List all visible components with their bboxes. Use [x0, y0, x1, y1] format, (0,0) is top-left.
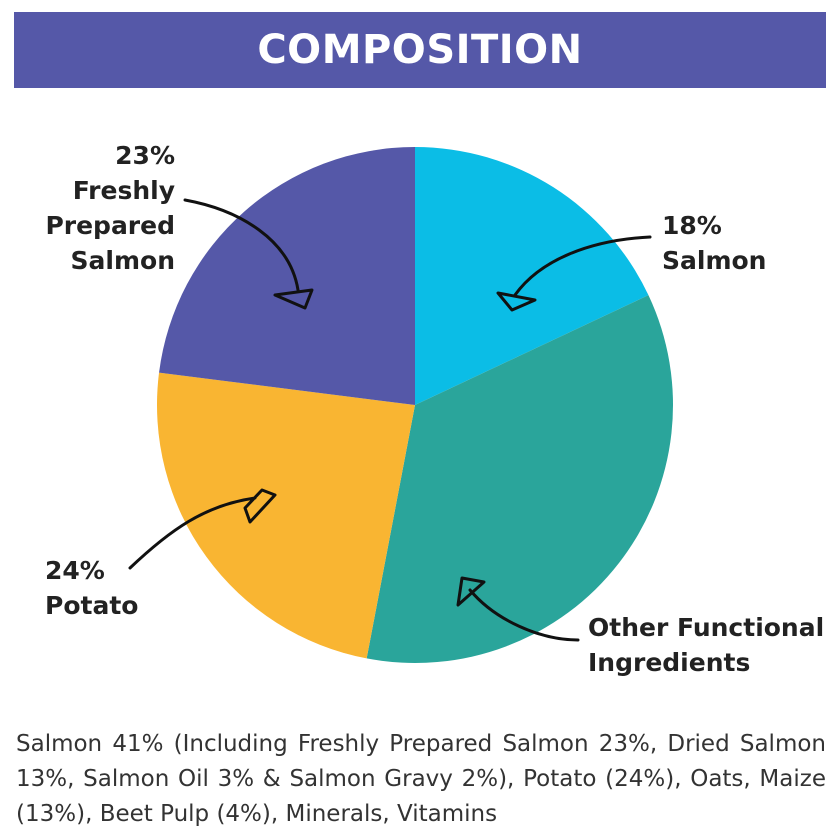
slice-potato [157, 372, 416, 659]
label-line: Ingredients [588, 648, 751, 677]
label-salmon: 18% Salmon [662, 208, 766, 278]
header-banner: COMPOSITION [14, 12, 826, 88]
label-line: Potato [45, 591, 139, 620]
arrow-potato [128, 488, 277, 570]
slice-freshly-prepared-salmon [159, 147, 415, 405]
chart-title: COMPOSITION [257, 27, 583, 73]
label-other-functional-ingredients: Other Functional Ingredients [588, 610, 824, 680]
label-freshly-prepared-salmon: 23% Freshly Prepared Salmon [45, 138, 175, 278]
label-line: Salmon [70, 246, 175, 275]
arrow-salmon [496, 235, 652, 312]
label-line: 24% [45, 556, 105, 585]
ingredients-text: Salmon 41% (Including Freshly Prepared S… [16, 731, 826, 827]
slice-other-functional-ingredients [366, 295, 673, 663]
arrow-other-functional [456, 576, 580, 642]
label-potato: 24% Potato [45, 553, 138, 623]
label-line: Other Functional [588, 613, 825, 642]
label-line: 23% [115, 141, 175, 170]
label-line: 18% [662, 211, 722, 240]
label-line: Freshly [72, 176, 175, 205]
arrow-freshly-prepared-salmon [183, 198, 314, 310]
label-line: Prepared [45, 211, 175, 240]
label-line: Salmon [662, 246, 767, 275]
